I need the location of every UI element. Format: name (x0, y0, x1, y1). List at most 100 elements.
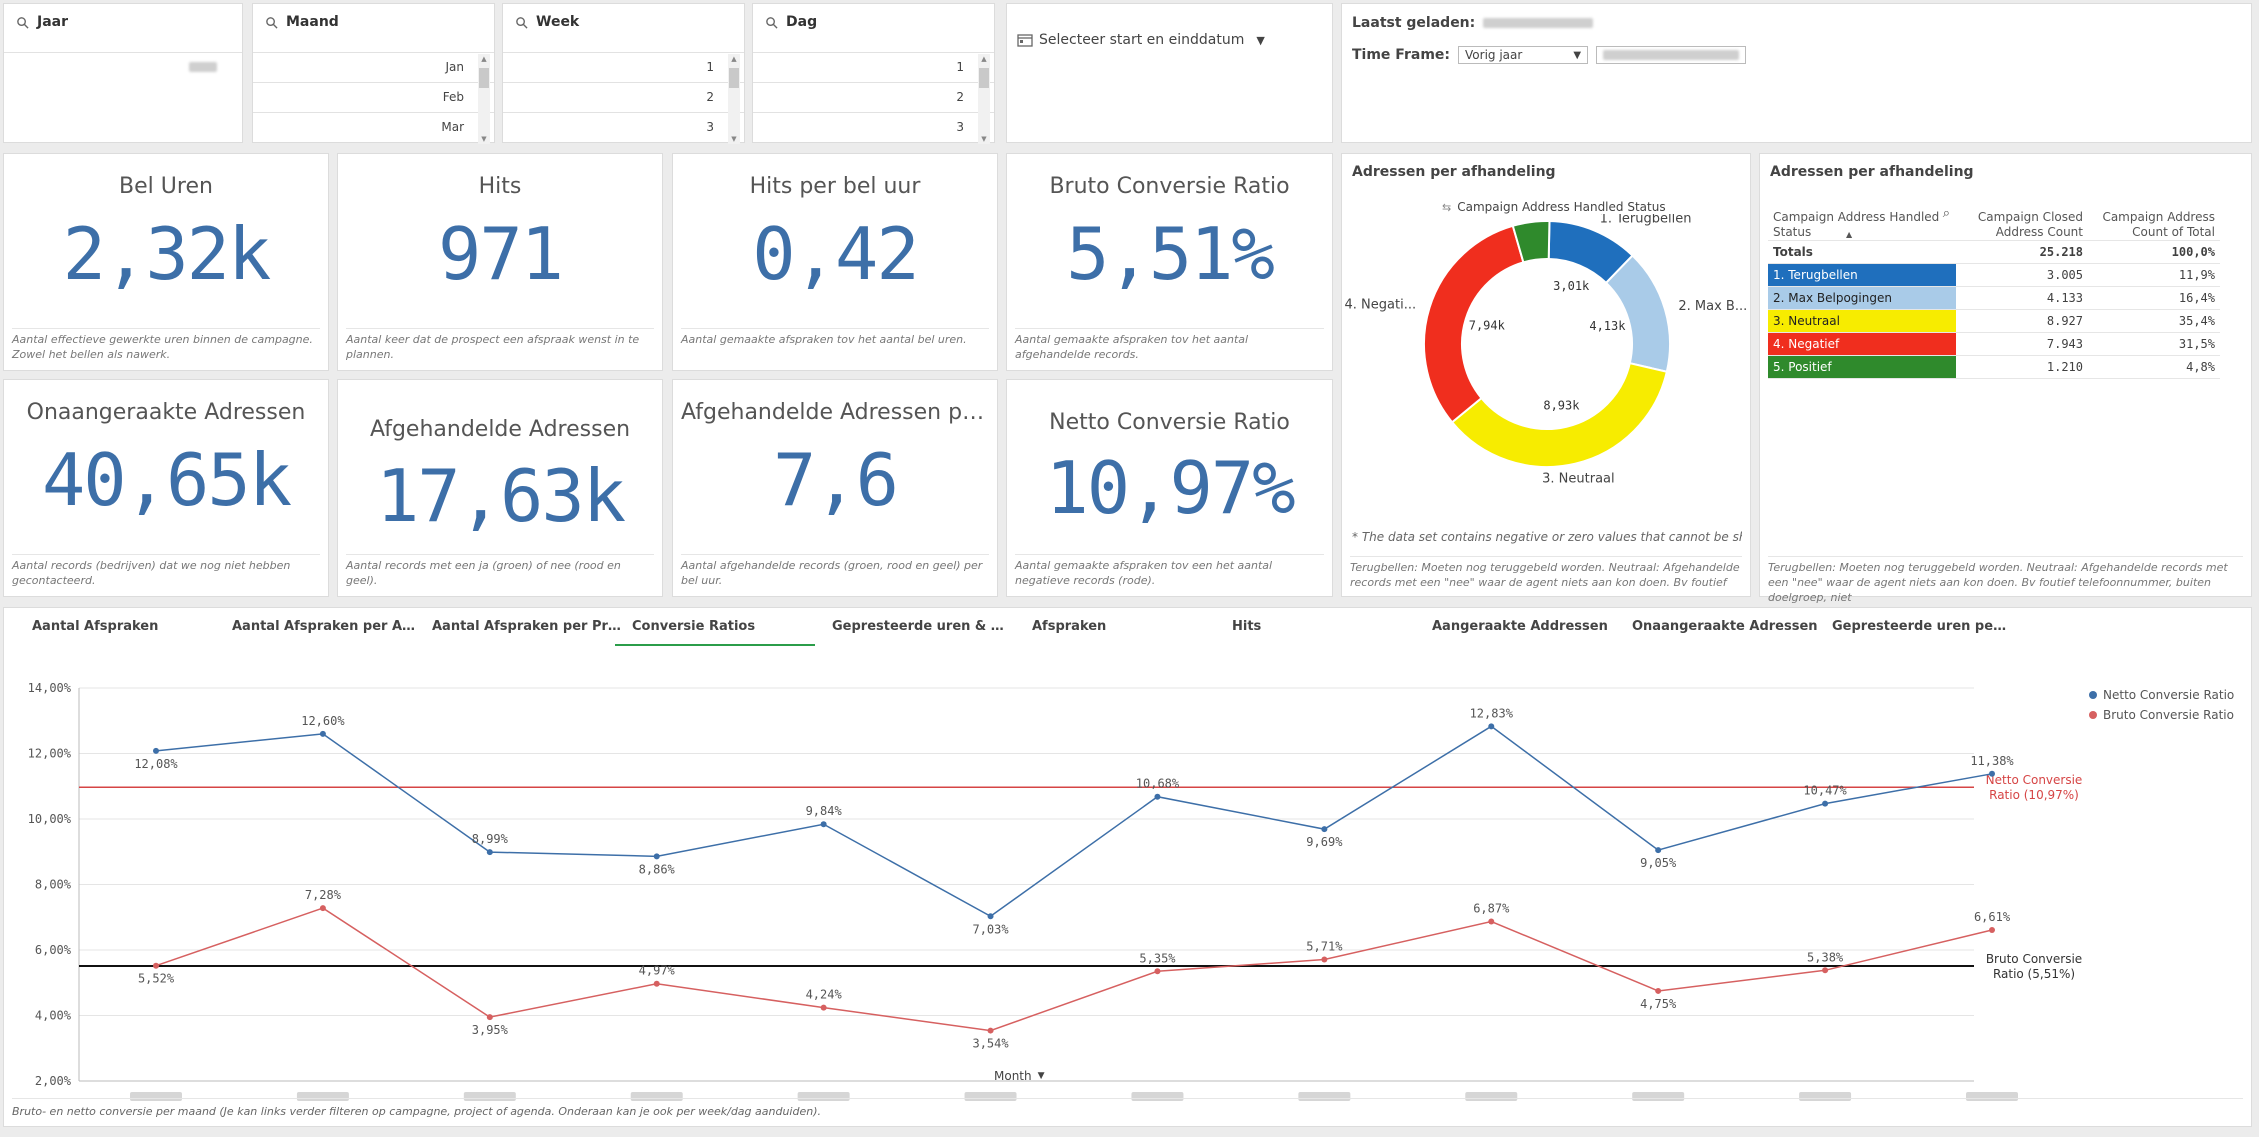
legend-item[interactable]: Bruto Conversie Ratio (2089, 705, 2234, 725)
list-item[interactable]: 2 (753, 82, 994, 112)
data-point[interactable] (1655, 987, 1662, 994)
tab-gepresteerde-uren-hits[interactable]: Gepresteerde uren & Hits p... (832, 619, 1010, 634)
table-row[interactable]: 2. Max Belpogingen 4.133 16,4% (1768, 286, 2220, 310)
data-point[interactable] (486, 1014, 493, 1021)
data-point[interactable] (1822, 800, 1829, 807)
kpi-afgehandelde-adressen[interactable]: Afgehandelde Adressen 17,63k Aantal reco… (337, 379, 663, 597)
tab-aantal-afspraken-per-agenda[interactable]: Aantal Afspraken per Agenda (232, 619, 422, 634)
kpi-netto-conversie-ratio[interactable]: Netto Conversie Ratio 10,97% Aantal gema… (1006, 379, 1333, 597)
kpi-bruto-conversie-ratio[interactable]: Bruto Conversie Ratio 5,51% Aantal gemaa… (1006, 153, 1333, 371)
date-range-field[interactable] (1596, 46, 1747, 64)
tab-onaangeraakte-adressen[interactable]: Onaangeraakte Adressen (1632, 619, 1818, 634)
data-point[interactable] (1488, 918, 1495, 925)
donut-legend-label: Campaign Address Handled Status (1457, 200, 1666, 214)
donut-legend-title[interactable]: ⇆ Campaign Address Handled Status (1442, 200, 1666, 214)
table-row[interactable]: 3. Neutraal 8.927 35,4% (1768, 309, 2220, 333)
donut-chart-panel[interactable]: Adressen per afhandeling ⇆ Campaign Addr… (1341, 153, 1751, 597)
filter-pane-jaar[interactable]: Jaar (3, 3, 243, 143)
search-icon (266, 16, 278, 29)
table-row[interactable]: 1. Terugbellen 3.005 11,9% (1768, 263, 2220, 287)
filter-pane-dag[interactable]: Dag 1 2 3 ▲ ▼ (752, 3, 995, 144)
data-point[interactable] (987, 1027, 994, 1034)
filter-list: 1 2 3 (753, 52, 994, 142)
donut-chart[interactable]: 3,01k 1. Terugbellen 4,13k 2. Max B... 8,93k… (1342, 214, 1752, 514)
kpi-description: Aantal keer dat de prospect een afspraak… (346, 328, 654, 364)
filter-pane-week[interactable]: Week 1 2 3 ▲ ▼ (502, 3, 745, 144)
data-point[interactable] (1321, 956, 1328, 963)
tab-aantal-afspraken[interactable]: Aantal Afspraken (32, 619, 159, 634)
data-point[interactable] (319, 905, 326, 912)
data-point[interactable] (1989, 927, 1995, 934)
data-point[interactable] (1321, 826, 1328, 833)
column-header[interactable]: Campaign Address Count of Total (2088, 198, 2220, 241)
search-icon[interactable]: ⌕ (1942, 206, 1950, 221)
donut-slice[interactable] (1604, 254, 1671, 373)
filter-list: Jan Feb Mar (253, 52, 494, 142)
list-item[interactable]: Feb (253, 82, 494, 112)
data-point[interactable] (653, 853, 660, 860)
list-item[interactable]: 1 (503, 52, 744, 82)
list-item[interactable]: 1 (753, 52, 994, 82)
data-point[interactable] (486, 849, 493, 856)
data-point[interactable] (319, 730, 326, 737)
data-point[interactable] (153, 962, 159, 969)
legend-item[interactable]: Netto Conversie Ratio (2089, 685, 2234, 705)
data-label: 9,05% (1640, 856, 1677, 870)
table-panel[interactable]: Adressen per afhandeling Campaign Addres… (1759, 153, 2252, 604)
tab-afspraken[interactable]: Afspraken (1032, 619, 1107, 634)
tab-aangeraakte-addressen[interactable]: Aangeraakte Addressen (1432, 619, 1608, 634)
kpi-value: 971 (437, 212, 564, 296)
kpi-description: Aantal records met een ja (groen) of nee… (346, 554, 654, 590)
tab-gepresteerde-uren-per-project[interactable]: Gepresteerde uren per Proj... (1832, 619, 2012, 634)
data-point[interactable] (820, 1004, 827, 1011)
data-point[interactable] (820, 821, 827, 828)
conversion-line-chart[interactable]: 2,00% 4,00% 6,00% 8,00% 10,00% 12,00% 14,00% Ne… (4, 648, 2253, 1103)
tab-conversie-ratios[interactable]: Conversie Ratios (615, 608, 815, 646)
donut-slice[interactable] (1423, 224, 1525, 424)
list-item[interactable]: 3 (753, 112, 994, 142)
column-header[interactable]: Campaign Closed Address Count (1956, 198, 2088, 241)
list-item[interactable]: 3 (503, 112, 744, 142)
scrollbar[interactable]: ▲ ▼ (728, 54, 740, 144)
tab-aantal-afspraken-per-project[interactable]: Aantal Afspraken per Project (432, 619, 622, 634)
data-point[interactable] (1655, 847, 1662, 854)
filter-title: Week (536, 14, 580, 30)
scrollbar[interactable]: ▲ ▼ (978, 54, 990, 144)
kpi-afgehandelde-adressen-per-bel-uur[interactable]: Afgehandelde Adressen per b... 7,6 Aanta… (672, 379, 998, 597)
filter-pane-maand[interactable]: Maand Jan Feb Mar ▲ ▼ (252, 3, 495, 144)
data-point[interactable] (153, 747, 159, 754)
data-point[interactable] (1488, 723, 1495, 730)
donut-slice[interactable] (1450, 361, 1669, 468)
filter-title: Jaar (37, 14, 69, 30)
kpi-bel-uren[interactable]: Bel Uren 2,32k Aantal effectieve gewerkt… (3, 153, 329, 371)
list-item[interactable]: Mar (253, 112, 494, 142)
tab-hits[interactable]: Hits (1232, 619, 1262, 634)
data-point[interactable] (1154, 968, 1161, 975)
kpi-value: 7,6 (772, 438, 899, 522)
data-point[interactable] (1154, 793, 1161, 800)
totals-row: Totals 25.218 100,0% (1768, 240, 2220, 264)
table-row[interactable]: 4. Negatief 7.943 31,5% (1768, 332, 2220, 356)
column-header[interactable]: Campaign Address Handled Status ⌕ ▲ (1768, 198, 1956, 241)
kpi-hits-per-bel-uur[interactable]: Hits per bel uur 0,42 Aantal gemaakte af… (672, 153, 998, 371)
list-item[interactable]: 2 (503, 82, 744, 112)
list-item[interactable]: Jan (253, 52, 494, 82)
kpi-value: 0,42 (752, 212, 919, 296)
timeframe-value: Vorig jaar (1465, 48, 1523, 62)
x-dimension-selector[interactable]: Month ▼ (994, 1069, 1045, 1083)
data-point[interactable] (653, 980, 660, 987)
data-label: 11,38% (1970, 754, 2014, 768)
data-point[interactable] (1822, 967, 1829, 974)
scrollbar[interactable]: ▲ ▼ (478, 54, 490, 144)
kpi-onaangeraakte-adressen[interactable]: Onaangeraakte Adressen 40,65k Aantal rec… (3, 379, 329, 597)
donut-description: Terugbellen: Moeten nog teruggebeld word… (1350, 556, 1742, 592)
date-range-picker[interactable]: Selecteer start en einddatum ▼ (1017, 32, 1265, 48)
data-point[interactable] (1989, 770, 1995, 777)
data-point[interactable] (987, 913, 994, 920)
table-row[interactable]: 5. Positief 1.210 4,8% (1768, 355, 2220, 379)
x-dimension-label: Month (994, 1069, 1032, 1083)
donut-slice[interactable] (1511, 220, 1551, 264)
kpi-hits[interactable]: Hits 971 Aantal keer dat de prospect een… (337, 153, 663, 371)
reference-line-label: Netto Conversie (1986, 773, 2083, 787)
timeframe-select[interactable]: Vorig jaar ▼ (1458, 46, 1589, 64)
